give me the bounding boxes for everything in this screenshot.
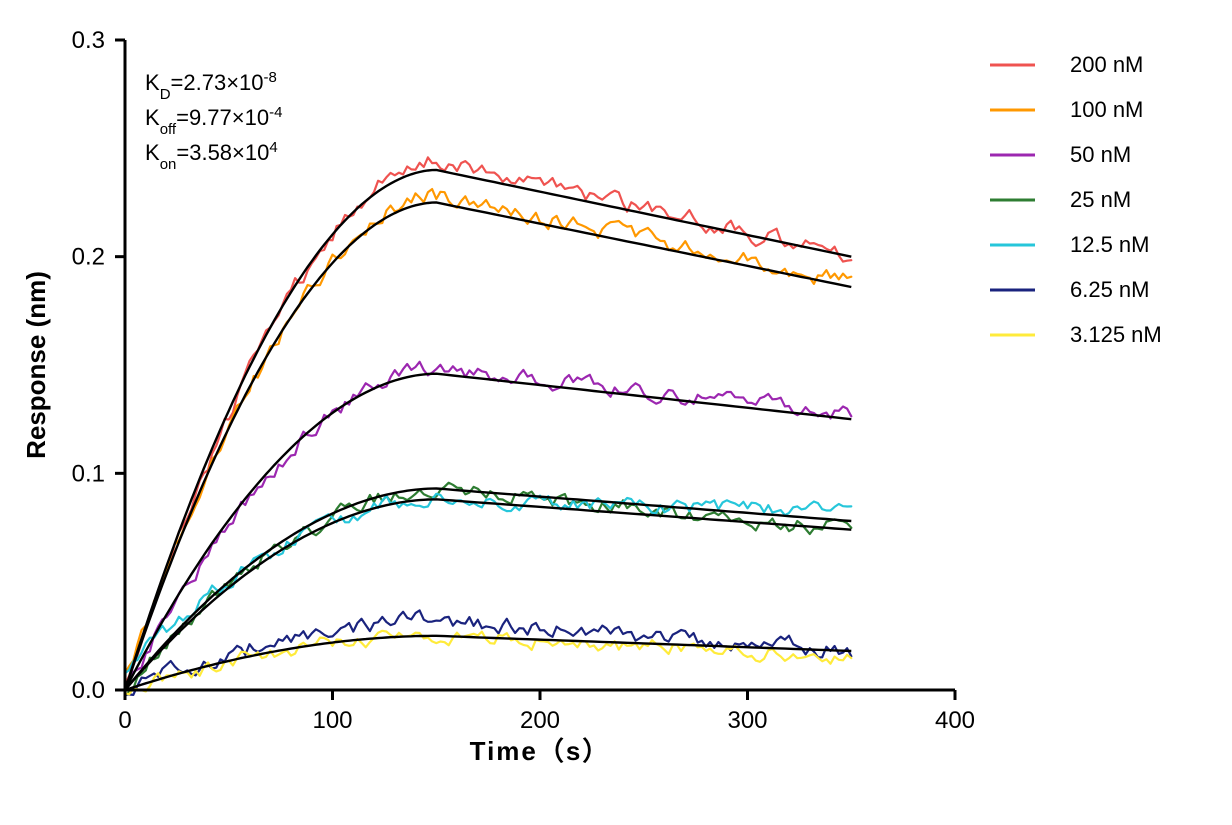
y-tick-label: 0.2 <box>72 244 105 271</box>
legend-label: 12.5 nM <box>1070 232 1150 257</box>
x-tick-label: 400 <box>935 707 975 734</box>
kinetics-annotation: Kon=3.58×104 <box>145 139 278 173</box>
y-axis-label: Response (nm) <box>21 271 51 459</box>
series-line <box>125 631 851 695</box>
fit-line <box>125 170 851 690</box>
y-tick-label: 0.1 <box>72 460 105 487</box>
series-line <box>125 189 851 673</box>
x-tick-label: 100 <box>312 707 352 734</box>
fit-line <box>125 203 851 691</box>
y-tick-label: 0.3 <box>72 27 105 54</box>
series-line <box>125 157 851 684</box>
fit-line <box>125 499 851 690</box>
x-tick-label: 300 <box>727 707 767 734</box>
legend-label: 50 nM <box>1070 142 1131 167</box>
legend-label: 100 nM <box>1070 97 1143 122</box>
x-tick-label: 200 <box>520 707 560 734</box>
y-tick-label: 0.0 <box>72 677 105 704</box>
legend-label: 3.125 nM <box>1070 322 1162 347</box>
x-tick-label: 0 <box>118 707 131 734</box>
kinetics-annotation: Koff=9.77×10-4 <box>145 104 282 138</box>
legend-label: 25 nM <box>1070 187 1131 212</box>
kinetics-annotation: KD=2.73×10-8 <box>145 69 277 103</box>
chart-svg: 0 100 200 300 400 0.0 0.1 0.2 0.3 Time（s） Response… <box>0 0 1232 825</box>
x-axis-label: Time（s） <box>470 736 611 766</box>
legend-label: 6.25 nM <box>1070 277 1150 302</box>
legend-label: 200 nM <box>1070 52 1143 77</box>
binding-kinetics-chart: 0 100 200 300 400 0.0 0.1 0.2 0.3 Time（s） Response… <box>0 0 1232 825</box>
